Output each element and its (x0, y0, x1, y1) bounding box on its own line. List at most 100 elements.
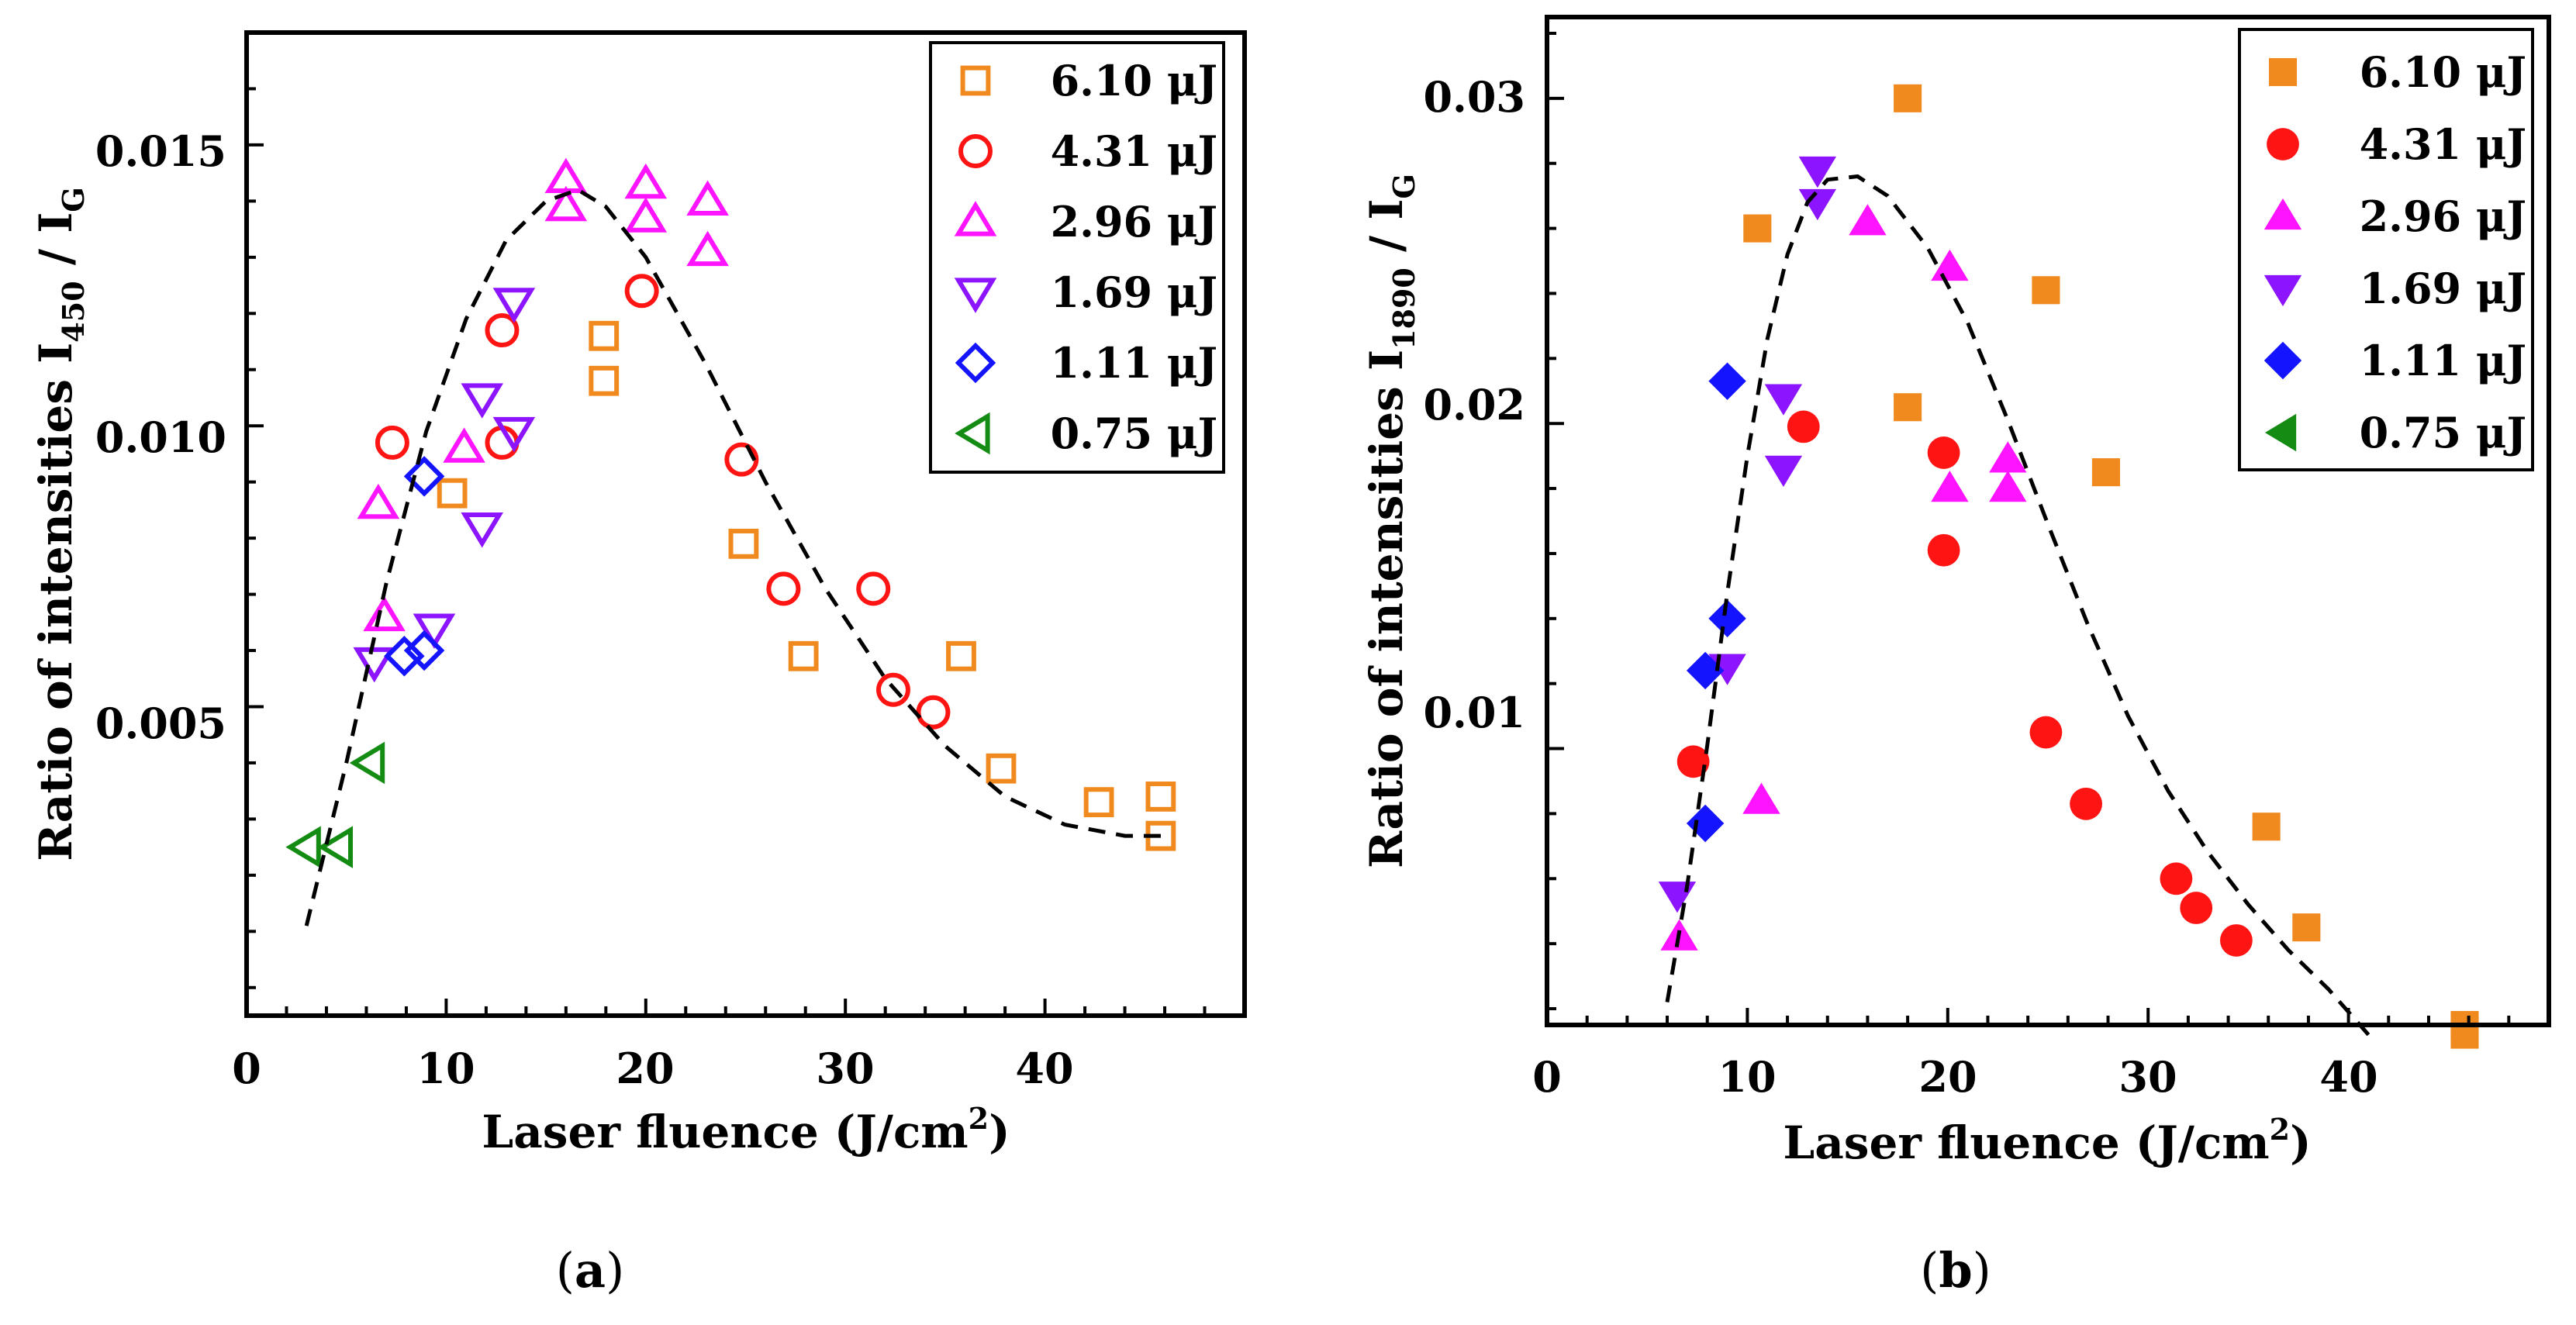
panel-b-fit-curve (1665, 174, 2371, 1037)
panel-a-legend-swatch-triangle-down (954, 278, 997, 313)
panel-a-xtick-label: 40 (1015, 1044, 1073, 1093)
panel-a-point-circle (766, 571, 801, 606)
panel-a-legend-label: 2.96 μJ (1051, 197, 1217, 247)
panel-b-xtick-label: 40 (2319, 1052, 2377, 1102)
panel-a-legend-swatch-triangle-up (954, 201, 997, 236)
panel-a-point-square (986, 753, 1017, 784)
panel-b-point-circle (2160, 862, 2193, 895)
panel-b-point-triangle-up (1989, 441, 2027, 473)
panel-b-point-circle (2219, 924, 2253, 957)
panel-b-xtick-label: 0 (1532, 1052, 1562, 1102)
panel-b-point-circle (1927, 533, 1960, 567)
panel-a-point-triangle-down (461, 512, 504, 548)
panel-a-legend-label: 6.10 μJ (1051, 56, 1217, 105)
panel-b-legend-swatch-circle (2267, 128, 2299, 160)
panel-b-legend-swatch-triangle-left (2264, 413, 2297, 452)
panel-a-point-circle (875, 672, 910, 707)
panel-b-axis-ticks (1547, 31, 2511, 1025)
panel-b-legend-box (2238, 28, 2534, 471)
panel-a-point-square (589, 365, 620, 396)
panel-b-point-circle (1787, 410, 1820, 443)
panel-b-xtick-label: 20 (1918, 1052, 1977, 1102)
panel-b-point-triangle-up (1849, 204, 1887, 236)
panel-b-caption-letter: b (1939, 1242, 1972, 1299)
panel-b-ytick-label: 0.02 (1423, 380, 1525, 430)
panel-b-point-triangle-down (1798, 188, 1837, 221)
panel-a-point-square (788, 640, 819, 671)
panel-b-legend-swatch-triangle-up (2263, 198, 2302, 230)
panel-a-point-triangle-left (317, 826, 354, 868)
panel-a-point-triangle-up (624, 163, 668, 199)
panel-a-point-square (946, 640, 976, 671)
panel-b-point-circle (1927, 436, 1960, 469)
panel-a-axis-ticks (247, 31, 1207, 1016)
panel-b-ytick-label: 0.03 (1423, 72, 1525, 122)
panel-b-point-square (2252, 813, 2281, 841)
panel-a-caption: (a) (556, 1242, 625, 1299)
panel-a-legend-box (929, 41, 1225, 474)
panel-a-marks (285, 157, 1176, 926)
panel-a-point-circle (724, 442, 759, 477)
panel-b-point-circle (1676, 745, 1710, 778)
panel-a-legend-label: 4.31 μJ (1051, 126, 1217, 176)
panel-a: 0 10 20 30 40 0.005 0.010 0.015 Laser fl… (29, 30, 1247, 1299)
panel-a-plot-frame (244, 30, 1247, 1018)
panel-a-point-triangle-down (413, 613, 456, 649)
panel-b-point-diamond (1708, 599, 1746, 638)
panel-a-point-circle (916, 695, 951, 730)
panel-b-xtick-label: 30 (2118, 1052, 2177, 1102)
panel-a-point-triangle-down (492, 288, 536, 323)
panel-b-y-axis-title: Ratio of intensities I1890 / IG (1360, 174, 1421, 868)
panel-a-point-diamond (403, 630, 445, 671)
panel-b-legend-label: 1.69 μJ (2360, 264, 2526, 313)
panel-b-point-square (2091, 458, 2120, 487)
panel-a-point-square (589, 320, 620, 351)
panel-b-point-triangle-down (1764, 384, 1803, 416)
panel-b-point-diamond (1686, 804, 1725, 843)
panel-b-point-square (1894, 393, 1922, 422)
panel-a-ytick-label: 0.005 (95, 699, 226, 748)
panel-a-caption-letter: a (575, 1242, 606, 1299)
panel-a-point-circle (856, 571, 891, 606)
panel-b-point-triangle-down (1798, 156, 1837, 188)
panel-a-point-square (1083, 787, 1114, 818)
panel-a-ytick-label: 0.015 (95, 126, 226, 176)
panel-a-point-circle (485, 313, 520, 348)
panel-a-legend-swatches (954, 65, 997, 455)
panel-a-xtick-label: 20 (616, 1044, 674, 1093)
panel-a-legend-label: 1.11 μJ (1051, 338, 1217, 388)
panel-a-point-triangle-left (349, 741, 385, 785)
panel-a-ytick-label: 0.010 (95, 412, 226, 462)
panel-a-legend-swatch-triangle-left (955, 412, 990, 455)
panel-a-point-square (1145, 782, 1176, 812)
panel-a-legend: 6.10 μJ 4.31 μJ 2.96 μJ 1.69 μJ 1.11 μJ … (929, 41, 1225, 474)
panel-a-point-triangle-up (686, 180, 729, 216)
panel-b-legend-swatch-triangle-down (2263, 274, 2302, 307)
panel-a-point-triangle-up (624, 197, 668, 233)
panel-a-x-axis-title: Laser fluence (J/cm2) (482, 1101, 1010, 1158)
panel-a-y-axis-title: Ratio of intensities I450 / IG (29, 187, 91, 861)
panel-b: 0 10 20 30 40 0.01 0.02 0.03 Laser fluen… (1360, 15, 2551, 1299)
panel-a-legend-label: 1.69 μJ (1051, 267, 1217, 317)
panel-b-point-square (2292, 913, 2321, 942)
panel-b-plot-frame (1545, 15, 2551, 1027)
panel-a-xtick-label: 30 (816, 1044, 874, 1093)
panel-b-caption: (b) (1920, 1242, 1991, 1299)
panel-b-point-square (1743, 214, 1772, 243)
panel-a-legend-label: 0.75 μJ (1051, 409, 1217, 458)
panel-a-xtick-label: 10 (416, 1044, 475, 1093)
panel-b-xtick-label: 10 (1718, 1052, 1776, 1102)
panel-a-point-diamond (403, 456, 445, 497)
panel-a-point-triangle-left (285, 826, 321, 868)
panel-b-point-circle (2070, 787, 2102, 820)
panel-a-fit-curve (304, 188, 1165, 926)
panel-b-point-triangle-down (1658, 882, 1697, 913)
panel-b-legend-swatches (2263, 57, 2302, 452)
panel-a-point-triangle-up (357, 483, 400, 519)
panel-a-legend-swatch-square (960, 65, 991, 96)
panel-b-point-circle (2180, 892, 2213, 924)
panel-a-point-circle (624, 274, 659, 309)
panel-b-legend-label: 2.96 μJ (2360, 192, 2526, 241)
panel-a-point-triangle-up (686, 230, 729, 267)
panel-a-point-triangle-down (353, 647, 396, 683)
